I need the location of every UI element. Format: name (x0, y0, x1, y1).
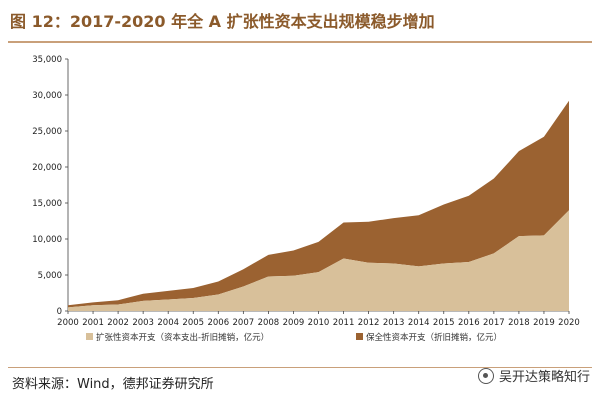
series-maintenance-area (68, 100, 569, 308)
y-tick-label: 5,000 (38, 271, 62, 281)
source-divider (8, 367, 592, 368)
x-tick-label: 2019 (533, 318, 555, 328)
y-tick-label: 30,000 (32, 91, 62, 101)
x-tick-labels: 2000 2001 2002 2003 2004 2005 2006 2007 2008 2009… (57, 311, 580, 328)
x-tick-label: 2018 (508, 318, 530, 328)
x-tick-label: 2005 (182, 318, 204, 328)
x-tick-label: 2007 (233, 318, 255, 328)
x-tick-label: 2001 (82, 318, 104, 328)
legend-expansion-swatch (86, 333, 93, 340)
y-tick-label: 10,000 (32, 235, 62, 245)
x-tick-label: 2015 (433, 318, 455, 328)
y-tick-label: 15,000 (32, 199, 62, 209)
x-tick-label: 2014 (408, 318, 430, 328)
series-expansion-area (68, 210, 569, 311)
x-tick-label: 2017 (483, 318, 505, 328)
x-tick-label: 2002 (107, 318, 129, 328)
y-tick-label: 25,000 (32, 127, 62, 137)
chart-legend: 扩张性资本开支（资本支出-折旧摊销，亿元） 保全性资本开支（折旧摊销，亿元） (86, 332, 502, 343)
x-tick-label: 2004 (157, 318, 179, 328)
x-tick-label: 2011 (333, 318, 355, 328)
title-divider (8, 41, 592, 43)
x-tick-label: 2020 (558, 318, 580, 328)
watermark: 吴开达策略知行 (477, 366, 590, 385)
x-tick-label: 2013 (383, 318, 405, 328)
legend-expansion-label: 扩张性资本开支（资本支出-折旧摊销，亿元） (96, 332, 269, 343)
x-tick-label: 2000 (57, 318, 79, 328)
y-tick-labels: 0 5,000 10,000 15,000 20,000 25,000 30,000 35,0… (32, 55, 68, 317)
legend-maintenance-swatch (356, 333, 363, 340)
x-tick-label: 2009 (283, 318, 305, 328)
legend-maintenance-label: 保全性资本开支（折旧摊销，亿元） (366, 332, 502, 343)
x-tick-label: 2003 (132, 318, 154, 328)
x-tick-label: 2008 (258, 318, 280, 328)
x-tick-label: 2010 (308, 318, 330, 328)
x-tick-label: 2016 (458, 318, 480, 328)
x-tick-label: 2006 (207, 318, 229, 328)
watermark-text: 吴开达策略知行 (498, 370, 590, 385)
y-tick-label: 20,000 (32, 163, 62, 173)
wechat-icon (477, 367, 494, 384)
chart-areas (68, 100, 569, 311)
y-tick-label: 35,000 (32, 55, 62, 65)
source-note: 资料来源：Wind，德邦证券研究所 (12, 377, 214, 392)
y-tick-label: 0 (57, 307, 62, 317)
figure-title: 图 12：2017-2020 年全 A 扩张性资本支出规模稳步增加 (10, 12, 435, 31)
x-tick-label: 2012 (358, 318, 380, 328)
